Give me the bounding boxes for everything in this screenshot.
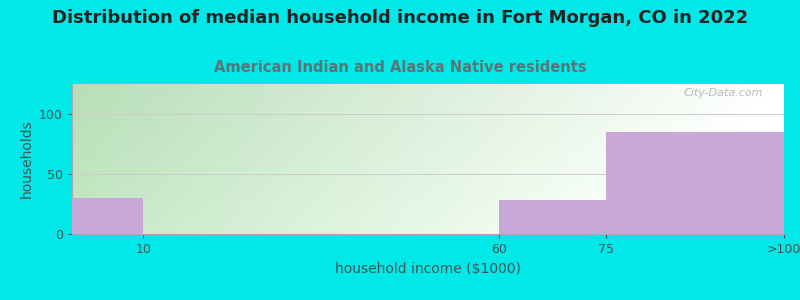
X-axis label: household income ($1000): household income ($1000) xyxy=(335,262,521,276)
Bar xyxy=(606,132,784,234)
Bar xyxy=(72,198,143,234)
Text: American Indian and Alaska Native residents: American Indian and Alaska Native reside… xyxy=(214,60,586,75)
Bar xyxy=(499,200,606,234)
Y-axis label: households: households xyxy=(19,120,34,198)
Text: City-Data.com: City-Data.com xyxy=(683,88,762,98)
Text: Distribution of median household income in Fort Morgan, CO in 2022: Distribution of median household income … xyxy=(52,9,748,27)
